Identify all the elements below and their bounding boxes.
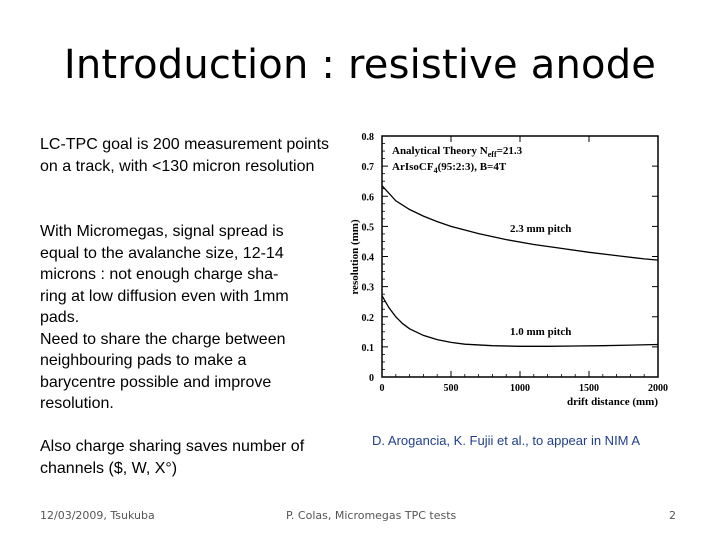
y-axis-label: resolution (mm) bbox=[349, 219, 361, 295]
paragraph-line: Need to share the charge between bbox=[40, 330, 286, 348]
legend-gas-text: ArIsoCF bbox=[392, 161, 434, 173]
x-tick-label: 1500 bbox=[579, 383, 599, 394]
legend-theory-value: =21.3 bbox=[497, 145, 523, 157]
slide-title: Introduction : resistive anode bbox=[63, 42, 657, 88]
paragraph-goal: LC-TPC goal is 200 measurement points on… bbox=[40, 136, 330, 175]
paragraph-line: ring at low diffusion even with 1mm bbox=[40, 287, 289, 305]
y-tick-label: 0.6 bbox=[362, 192, 375, 203]
y-tick-label: 0.3 bbox=[362, 283, 375, 294]
paragraph-micromegas: With Micromegas, signal spread is equal … bbox=[40, 221, 330, 415]
footer-date: 12/03/2009, Tsukuba bbox=[40, 509, 155, 522]
x-axis-label: drift distance (mm) bbox=[567, 396, 658, 408]
series-label-1-0mm: 1.0 mm pitch bbox=[510, 326, 571, 338]
page-number: 2 bbox=[669, 509, 676, 522]
series-line-2-3mm bbox=[381, 185, 659, 261]
x-tick-label: 500 bbox=[444, 383, 459, 394]
legend-gas: ArIsoCF4(95:2:3), B=4T bbox=[392, 161, 507, 175]
y-tick-label: 0.5 bbox=[362, 222, 375, 233]
y-tick-label: 0.1 bbox=[362, 343, 375, 354]
paragraph-channels: Also charge sharing saves number of chan… bbox=[40, 438, 305, 477]
legend-gas-sub: 4 bbox=[434, 166, 438, 175]
y-tick-label: 0.2 bbox=[362, 313, 375, 324]
legend-theory-text: Analytical Theory N bbox=[392, 145, 488, 157]
paragraph-line: microns : not enough charge sha- bbox=[40, 266, 279, 283]
y-tick-label: 0.4 bbox=[362, 253, 375, 264]
y-tick-label: 0.7 bbox=[362, 162, 375, 173]
x-tick-label: 0 bbox=[380, 383, 385, 394]
legend-theory-sub: eff bbox=[488, 150, 497, 159]
paragraph-line: barycentre possible and improve bbox=[40, 373, 272, 391]
x-tick-label: 2000 bbox=[648, 383, 668, 394]
legend-gas-rest: (95:2:3), B=4T bbox=[438, 161, 507, 173]
x-tick-label: 1000 bbox=[510, 383, 530, 394]
y-tick-label: 0.8 bbox=[362, 132, 375, 143]
paragraph-line: equal to the avalanche size, 12-14 bbox=[40, 244, 284, 262]
y-tick-label: 0 bbox=[369, 373, 374, 384]
legend-theory: Analytical Theory Neff=21.3 bbox=[392, 145, 523, 159]
series-line-1-0mm bbox=[381, 295, 659, 347]
paragraph-line: pads. bbox=[40, 309, 80, 326]
paragraph-line: neighbouring pads to make a bbox=[40, 352, 247, 369]
figure-caption: D. Arogancia, K. Fujii et al., to appear… bbox=[372, 433, 641, 448]
footer-title: P. Colas, Micromegas TPC tests bbox=[286, 509, 457, 522]
paragraph-line: resolution. bbox=[40, 395, 114, 412]
series-label-2-3mm: 2.3 mm pitch bbox=[510, 223, 571, 235]
paragraph-line: With Micromegas, signal spread is bbox=[40, 223, 284, 240]
